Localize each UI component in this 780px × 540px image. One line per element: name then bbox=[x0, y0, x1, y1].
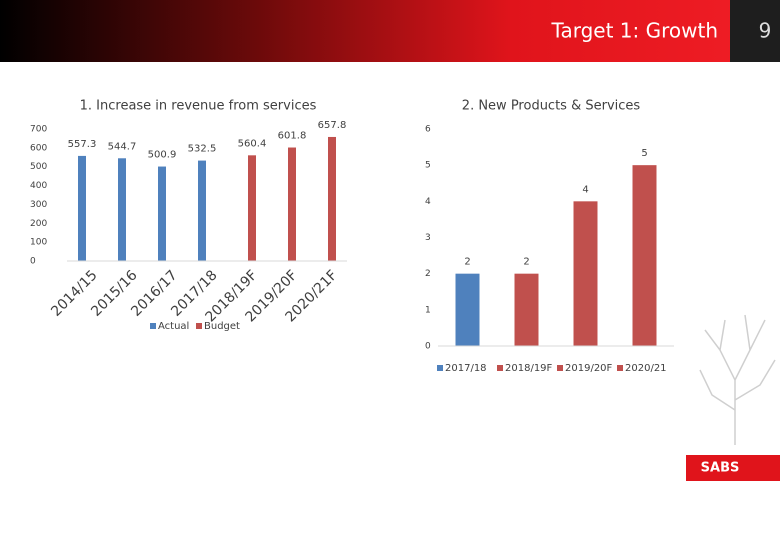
logo: SABS bbox=[701, 461, 740, 476]
y-tick-label: 3 bbox=[425, 233, 431, 243]
data-label: 2 bbox=[523, 257, 529, 268]
bar bbox=[158, 166, 166, 261]
y-tick-label: 0 bbox=[425, 342, 431, 352]
legend-label: Budget bbox=[204, 321, 240, 332]
data-label: 500.9 bbox=[148, 150, 177, 161]
data-label: 657.8 bbox=[318, 120, 347, 131]
y-tick-label: 6 bbox=[425, 125, 431, 135]
page-number: 9 bbox=[759, 19, 772, 43]
y-tick-label: 5 bbox=[425, 161, 431, 171]
bar bbox=[328, 136, 336, 261]
bar bbox=[632, 165, 657, 346]
legend-label: 2018/19F bbox=[505, 363, 553, 374]
bar bbox=[455, 273, 480, 346]
data-label: 5 bbox=[641, 148, 647, 159]
page-box bbox=[730, 0, 780, 62]
tree-graphic bbox=[699, 314, 776, 445]
y-tick-label: 1 bbox=[425, 305, 431, 315]
legend-label: Actual bbox=[158, 321, 189, 332]
legend-label: 2020/21 bbox=[625, 363, 667, 374]
bar bbox=[198, 160, 206, 261]
logo-box bbox=[686, 455, 780, 481]
bar bbox=[573, 201, 598, 346]
legend-swatch bbox=[497, 365, 503, 371]
bar bbox=[118, 158, 126, 261]
y-tick-label: 600 bbox=[30, 143, 47, 153]
legend-label: 2019/20F bbox=[565, 363, 613, 374]
data-label: 4 bbox=[582, 184, 588, 195]
chart-title: 2. New Products & Services bbox=[462, 99, 641, 114]
y-tick-label: 0 bbox=[30, 257, 36, 267]
y-tick-label: 200 bbox=[30, 219, 47, 229]
legend-label: 2017/18 bbox=[445, 363, 487, 374]
bar bbox=[78, 155, 86, 261]
data-label: 2 bbox=[464, 257, 470, 268]
data-label: 532.5 bbox=[188, 144, 217, 155]
bar bbox=[514, 273, 539, 346]
data-label: 557.3 bbox=[68, 139, 97, 150]
y-tick-label: 2 bbox=[425, 269, 431, 279]
legend-swatch bbox=[617, 365, 623, 371]
slide-title: Target 1: Growth bbox=[551, 19, 718, 43]
data-label: 544.7 bbox=[108, 141, 137, 152]
header-bar bbox=[0, 0, 730, 62]
y-tick-label: 300 bbox=[30, 200, 47, 210]
y-tick-label: 700 bbox=[30, 125, 47, 135]
y-tick-label: 400 bbox=[30, 181, 47, 191]
y-tick-label: 100 bbox=[30, 238, 47, 248]
legend-swatch bbox=[150, 323, 156, 329]
y-tick-label: 500 bbox=[30, 162, 47, 172]
data-label: 601.8 bbox=[278, 131, 307, 142]
bar bbox=[288, 147, 296, 261]
y-tick-label: 4 bbox=[425, 197, 431, 207]
legend-swatch bbox=[196, 323, 202, 329]
data-label: 560.4 bbox=[238, 138, 267, 149]
legend-swatch bbox=[557, 365, 563, 371]
chart-title: 1. Increase in revenue from services bbox=[80, 99, 317, 114]
legend-swatch bbox=[437, 365, 443, 371]
bar bbox=[248, 155, 256, 261]
